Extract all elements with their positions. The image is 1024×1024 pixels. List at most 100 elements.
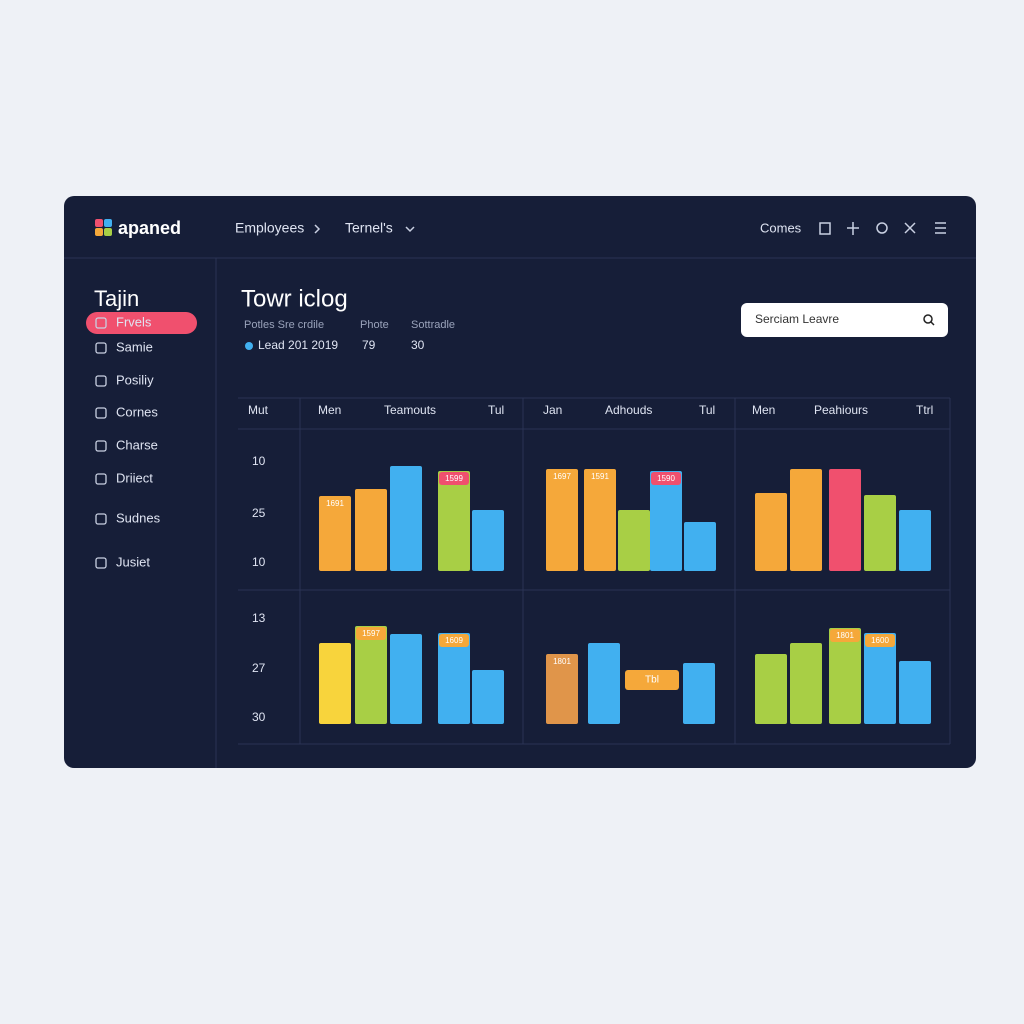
menu-item[interactable]: Posiliy [116,372,154,387]
bar [829,469,861,571]
icon-button[interactable] [876,222,888,234]
column-label: Sottradle [411,319,455,331]
column-header: Men [752,403,775,417]
bar [438,471,470,571]
tag-label: Tbl [645,675,659,686]
sidebar-menu: Frvels Samie Posiliy Cornes Charse Driiect Sud… [86,312,197,569]
bar [755,493,787,571]
nav-link[interactable]: Employees [235,220,304,236]
column-header: Ttrl [916,403,933,417]
menu-icon [95,557,107,569]
row-value: Lead 201 2019 [258,338,338,352]
icon-button[interactable] [819,222,831,235]
menu-item[interactable]: Driiect [116,470,153,485]
bar [472,670,504,724]
icon-button[interactable] [847,222,859,235]
bar-label: 1691 [326,499,344,508]
column-header: Teamouts [384,403,436,417]
bar [390,634,422,724]
column-header: Peahiours [814,403,868,417]
column-header: Adhouds [605,403,652,417]
bar-label: 1591 [591,472,609,481]
menu-icon [95,513,107,525]
bar [438,633,470,724]
menu-item[interactable]: Sudnes [116,510,161,525]
bar [829,628,861,724]
corner-label: Mut [248,403,269,417]
nav-arrow [314,224,321,234]
menu-icon [95,440,107,452]
menu-icon [95,407,107,419]
tag [625,670,679,690]
search-box[interactable] [741,303,948,337]
bar [684,522,716,571]
row-value: 30 [411,338,425,352]
status-dot [245,342,253,350]
bar [472,510,504,571]
row-label: 13 [252,611,266,625]
row-label: 10 [252,454,266,468]
column-header: Jan [543,403,562,417]
column-label: Potles Sre crdile [244,319,324,331]
menu-item[interactable]: Cornes [116,404,158,419]
bar [650,471,682,571]
grid-lines [238,397,951,745]
app-window [64,196,976,768]
bar [790,643,822,724]
bar-badge [356,627,386,640]
bar-label: 1599 [445,474,463,483]
bar-label: 1801 [836,631,854,640]
menu-button[interactable] [935,222,946,234]
nav-chevron[interactable] [405,226,415,233]
bar-badge [320,497,350,510]
close-button[interactable] [904,222,916,234]
bar [588,643,620,724]
row-label: 27 [252,661,266,675]
menu-icon [95,342,107,354]
column-header: Tul [488,403,504,417]
column-label: Phote [360,319,389,331]
bar-badge [651,472,681,485]
bar [864,495,896,571]
search-placeholder: Serciam Leavre [755,312,839,326]
bar-label: 1600 [871,636,889,645]
bar-label: 1801 [553,657,571,666]
row-label: 30 [252,710,266,724]
page-title: Towr iclog [241,285,348,312]
column-header: Tul [699,403,715,417]
bar-badge [830,629,860,642]
menu-item[interactable]: Frvels [116,314,152,329]
bar [390,466,422,571]
bar [355,489,387,571]
bar [546,654,578,724]
menu-icon [95,317,107,329]
bar-label: 1609 [445,636,463,645]
column-header: Men [318,403,341,417]
brand: apaned [118,218,181,238]
bar [319,643,351,724]
bar-badge [439,472,469,485]
search-icon[interactable] [923,314,935,326]
bar-badge [865,634,895,647]
bar [790,469,822,571]
active-pill [86,312,197,334]
menu-item[interactable]: Charse [116,437,158,452]
chart-grid: Men Teamouts Tul Jan Adhouds Tul Men Peahiours T… [252,403,933,724]
sidebar-title: Tajin [94,286,139,311]
bar-badge [439,634,469,647]
row-label: 25 [252,506,266,520]
bar-badge [585,470,615,483]
row-label: 10 [252,555,266,569]
header-link[interactable]: Comes [760,220,802,235]
menu-item[interactable]: Samie [116,339,153,354]
bar-label: 1697 [553,472,571,481]
bar-badge [547,470,577,483]
bar [864,633,896,724]
menu-item[interactable]: Jusiet [116,554,150,569]
nav-link[interactable]: Ternel's [345,220,393,236]
bar-label: 1590 [657,474,675,483]
bar [899,510,931,571]
menu-icon [95,375,107,387]
bar [355,626,387,724]
